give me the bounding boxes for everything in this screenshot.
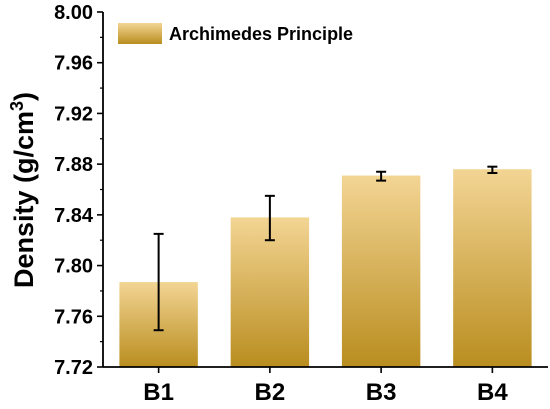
y-tick-label: 7.88 <box>54 154 93 176</box>
legend-swatch <box>118 23 162 44</box>
y-axis-title-close: ) <box>9 92 39 101</box>
x-ticks-layer: B1 B2 B3 B4 <box>143 367 508 406</box>
legend-label: Archimedes Principle <box>169 24 353 44</box>
bars-layer <box>119 169 532 367</box>
x-tick-label-b3: B3 <box>366 379 397 406</box>
bar-b2 <box>230 217 310 367</box>
x-tick-label-b4: B4 <box>477 379 508 406</box>
y-axis-title-superscript: 3 <box>7 101 27 111</box>
x-tick-label-b2: B2 <box>255 379 286 406</box>
y-ticks-layer: 7.72 7.76 7.80 7.84 7.88 7.92 7.96 8.00 <box>54 2 103 379</box>
y-axis-title-base: Density (g/cm <box>9 111 39 288</box>
y-tick-label: 7.80 <box>54 256 93 278</box>
bar-b4 <box>453 169 532 367</box>
y-tick-label: 7.92 <box>54 103 93 125</box>
y-tick-label: 7.96 <box>54 53 93 75</box>
y-tick-label: 7.84 <box>54 205 94 227</box>
bar-b3 <box>341 175 421 367</box>
legend: Archimedes Principle <box>118 23 353 44</box>
errorbars-layer <box>153 165 498 332</box>
y-tick-label: 7.72 <box>54 357 93 379</box>
y-tick-label: 7.76 <box>54 306 93 328</box>
y-axis-title: Density (g/cm3) <box>7 92 39 288</box>
y-tick-label: 8.00 <box>54 2 93 24</box>
x-tick-label-b1: B1 <box>143 379 174 406</box>
